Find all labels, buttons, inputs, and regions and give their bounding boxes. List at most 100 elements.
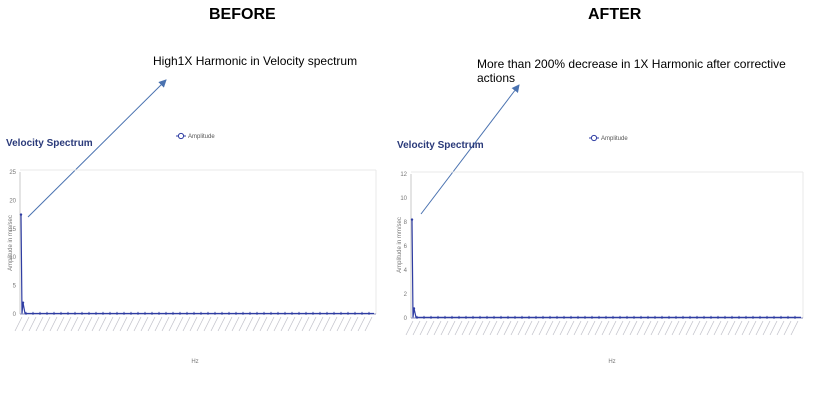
x-tick-label-mark	[741, 320, 750, 336]
x-tick-label-mark	[545, 320, 554, 336]
y-axis-label: Amplitude in mm/sec	[8, 215, 14, 271]
after-annotation: More than 200% decrease in 1X Harmonic a…	[477, 57, 786, 85]
legend-marker-icon	[177, 132, 185, 140]
x-tick-label-mark	[727, 320, 736, 336]
x-tick-label-mark	[175, 316, 184, 332]
x-tick-label-mark	[329, 316, 338, 332]
x-tick-label-mark	[21, 316, 30, 332]
x-tick-label-mark	[510, 320, 519, 336]
peak-2x-point	[21, 301, 25, 304]
x-tick-label-mark	[538, 320, 547, 336]
x-tick-label-mark	[14, 316, 23, 332]
x-tick-label-mark	[63, 316, 72, 332]
x-tick-label-mark	[517, 320, 526, 336]
y-tick-label: 25	[9, 170, 16, 176]
x-tick-label-mark	[42, 316, 51, 332]
legend-label: Amplitude	[601, 136, 628, 142]
x-tick-label-mark	[419, 320, 428, 336]
chart-legend: Amplitude	[589, 134, 628, 142]
x-tick-label-mark	[433, 320, 442, 336]
chart-title: Velocity Spectrum	[6, 138, 93, 149]
x-tick-label-mark	[559, 320, 568, 336]
x-tick-label-mark	[56, 316, 65, 332]
x-tick-label-mark	[755, 320, 764, 336]
y-tick-label: 5	[13, 284, 17, 290]
x-tick-label-mark	[566, 320, 575, 336]
x-tick-label-mark	[238, 316, 247, 332]
x-tick-label-mark	[98, 316, 107, 332]
plot-area: 0 2 4 6 8 10 12	[400, 171, 804, 336]
after-velocity-spectrum-chart: Velocity Spectrum Amplitude 0 2 4 6 8 10 12 Am…	[397, 134, 804, 365]
x-tick-label-mark	[482, 320, 491, 336]
y-tick-label: 2	[404, 292, 408, 298]
x-tick-label-mark	[440, 320, 449, 336]
x-tick-label-mark	[301, 316, 310, 332]
x-tick-label-mark	[713, 320, 722, 336]
x-axis-label: Hz	[191, 359, 198, 365]
y-tick-label: 6	[404, 244, 408, 250]
legend-marker-icon	[590, 134, 598, 142]
y-tick-label: 20	[9, 198, 16, 204]
x-tick-label-mark	[461, 320, 470, 336]
x-tick-label-mark	[245, 316, 254, 332]
x-tick-label-mark	[503, 320, 512, 336]
x-tick-label-mark	[273, 316, 282, 332]
x-tick-label-mark	[357, 316, 366, 332]
x-tick-label-mark	[217, 316, 226, 332]
x-tick-label-mark	[280, 316, 289, 332]
x-tick-label-mark	[587, 320, 596, 336]
x-tick-label-mark	[343, 316, 352, 332]
x-tick-label-mark	[594, 320, 603, 336]
x-tick-label-mark	[35, 316, 44, 332]
x-tick-label-mark	[664, 320, 673, 336]
x-tick-label-mark	[496, 320, 505, 336]
chart-title: Velocity Spectrum	[397, 140, 484, 151]
x-tick-label-mark	[105, 316, 114, 332]
x-tick-label-mark	[224, 316, 233, 332]
x-tick-label-mark	[762, 320, 771, 336]
x-tick-label-mark	[720, 320, 729, 336]
x-tick-label-mark	[734, 320, 743, 336]
x-tick-label-mark	[77, 316, 86, 332]
x-tick-label-mark	[350, 316, 359, 332]
x-tick-label-mark	[524, 320, 533, 336]
peak-2x-point	[412, 307, 416, 310]
y-tick-label: 0	[404, 316, 408, 322]
x-tick-label-mark	[615, 320, 624, 336]
x-tick-label-mark	[706, 320, 715, 336]
x-tick-label-mark	[685, 320, 694, 336]
x-tick-label-mark	[84, 316, 93, 332]
x-tick-label-mark	[189, 316, 198, 332]
after-annotation-arrow	[420, 84, 520, 215]
x-tick-label-mark	[154, 316, 163, 332]
amplitude-series-line	[20, 214, 374, 315]
after-heading: AFTER	[588, 6, 642, 23]
x-tick-label-mark	[405, 320, 414, 336]
x-tick-label-mark	[322, 316, 331, 332]
x-tick-label-mark	[426, 320, 435, 336]
x-tick-label-mark	[783, 320, 792, 336]
x-tick-label-mark	[454, 320, 463, 336]
y-tick-label: 4	[404, 268, 408, 274]
chart-legend: Amplitude	[176, 132, 215, 140]
x-tick-label-mark	[133, 316, 142, 332]
x-tick-label-mark	[447, 320, 456, 336]
legend-label: Amplitude	[188, 134, 215, 140]
x-tick-label-mark	[678, 320, 687, 336]
x-tick-label-mark	[140, 316, 149, 332]
x-tick-label-mark	[70, 316, 79, 332]
y-tick-label: 15	[9, 227, 16, 233]
x-tick-label-mark	[475, 320, 484, 336]
x-tick-label-mark	[629, 320, 638, 336]
x-tick-label-mark	[636, 320, 645, 336]
x-tick-label-mark	[231, 316, 240, 332]
x-tick-label-mark	[294, 316, 303, 332]
x-tick-label-mark	[573, 320, 582, 336]
x-tick-label-mark	[412, 320, 421, 336]
x-tick-label-mark	[182, 316, 191, 332]
y-tick-label: 10	[400, 196, 407, 202]
x-tick-label-mark	[580, 320, 589, 336]
x-tick-label-mark	[769, 320, 778, 336]
x-tick-label-mark	[259, 316, 268, 332]
before-annotation-arrow	[27, 79, 167, 218]
